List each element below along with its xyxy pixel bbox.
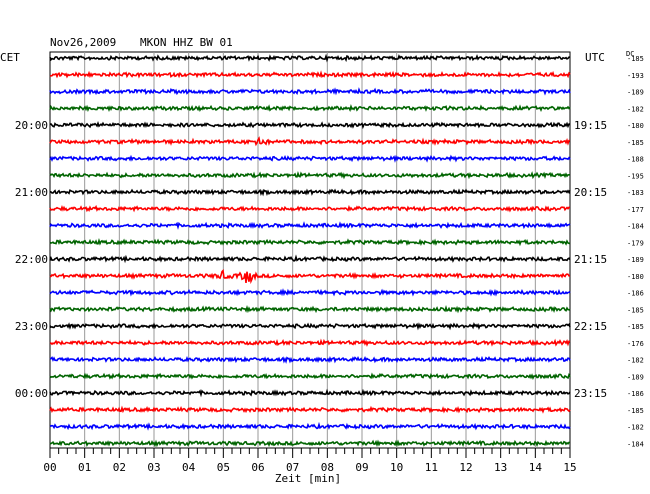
dc-offset-label: -184 <box>627 223 644 231</box>
date-label: Nov26,2009 <box>50 36 116 49</box>
left-timezone-label: CET <box>0 51 20 64</box>
trace-row-20 <box>49 388 571 398</box>
dc-offset-label: -179 <box>627 239 644 247</box>
dc-offset-label: -180 <box>627 122 644 130</box>
dc-offset-label: -185 <box>627 139 644 147</box>
right-time-label: 22:15 <box>574 320 607 333</box>
left-time-label: 21:00 <box>15 186 48 199</box>
x-tick-label: 07 <box>286 461 299 474</box>
dc-offset-label: -186 <box>627 290 644 298</box>
grid-lines <box>84 52 536 448</box>
trace-row-22 <box>49 421 571 431</box>
right-time-label: 21:15 <box>574 253 607 266</box>
trace-row-7 <box>49 170 570 180</box>
x-tick-label: 14 <box>529 461 543 474</box>
x-tick-label: 11 <box>425 461 438 474</box>
trace-row-0 <box>49 53 571 63</box>
left-time-label: 20:00 <box>15 119 48 132</box>
dc-offset-label: -176 <box>627 340 644 348</box>
trace-row-19 <box>49 372 571 381</box>
dc-offset-label: -185 <box>627 407 644 415</box>
right-time-labels: 19:15 20:15 21:15 22:15 23:15 <box>574 119 607 400</box>
x-tick-label: 09 <box>355 461 368 474</box>
right-time-label: 23:15 <box>574 387 607 400</box>
x-tick-label: 13 <box>494 461 507 474</box>
trace-row-11 <box>49 237 571 247</box>
right-time-label: 20:15 <box>574 186 607 199</box>
x-axis-title: Zeit [min] <box>275 472 341 485</box>
x-tick-label: 08 <box>321 461 334 474</box>
right-timezone-label: UTC <box>585 51 605 64</box>
trace-row-6 <box>49 154 571 163</box>
trace-row-10 <box>49 221 571 230</box>
trace-row-15 <box>49 304 571 314</box>
dc-offset-label: -183 <box>627 189 644 197</box>
dc-offset-label: -195 <box>627 172 644 180</box>
dc-offset-label: -182 <box>627 357 644 365</box>
x-tick-label: 02 <box>113 461 126 474</box>
dc-offset-label: -189 <box>627 89 644 97</box>
x-tick-label: 12 <box>459 461 472 474</box>
x-tick-label: 01 <box>78 461 91 474</box>
trace-row-17 <box>49 338 571 347</box>
dc-offset-label: -184 <box>627 440 644 448</box>
x-tick-label: 06 <box>251 461 264 474</box>
trace-row-12 <box>49 254 571 264</box>
trace-row-23 <box>49 439 570 448</box>
dc-offset-label: -185 <box>627 55 644 63</box>
trace-row-18 <box>49 355 571 364</box>
x-tick-label: 00 <box>43 461 56 474</box>
left-time-label: 00:00 <box>15 387 48 400</box>
trace-row-21 <box>49 405 571 414</box>
trace-row-1 <box>49 70 571 79</box>
dc-column-label: DC <box>626 50 634 58</box>
x-tick-label: 10 <box>390 461 403 474</box>
x-axis: 00 01 02 03 04 05 06 07 08 09 10 11 12 13 14 15 <box>43 448 577 474</box>
station-label: MKON HHZ BW 01 <box>140 36 233 49</box>
trace-row-14 <box>49 288 571 297</box>
dc-offset-label: -177 <box>627 206 644 214</box>
trace-row-16 <box>49 322 571 331</box>
left-time-labels: 20:00 21:00 22:00 23:00 00:00 <box>15 119 48 400</box>
trace-row-4 <box>49 120 570 130</box>
trace-row-5 <box>49 136 571 147</box>
trace-row-3 <box>49 104 571 113</box>
right-time-label: 19:15 <box>574 119 607 132</box>
dc-offset-label: -189 <box>627 256 644 264</box>
trace-row-13 <box>49 269 571 285</box>
x-tick-label: 04 <box>182 461 196 474</box>
dc-offset-labels: -185 -193 -189 -182 -180 -185 -188 -195 -183 -177… <box>627 55 644 448</box>
dc-offset-label: -189 <box>627 373 644 381</box>
dc-offset-label: -180 <box>627 273 644 281</box>
dc-offset-label: -182 <box>627 424 644 432</box>
dc-offset-label: -185 <box>627 306 644 314</box>
dc-offset-label: -193 <box>627 72 644 80</box>
x-tick-label: 15 <box>563 461 576 474</box>
dc-offset-label: -186 <box>627 390 644 398</box>
traces-group <box>49 53 571 448</box>
trace-row-8 <box>49 188 571 197</box>
dc-offset-label: -185 <box>627 323 644 331</box>
trace-row-2 <box>49 87 571 96</box>
dc-offset-label: -182 <box>627 105 644 113</box>
plot-frame <box>49 51 571 449</box>
left-time-label: 23:00 <box>15 320 48 333</box>
left-time-label: 22:00 <box>15 253 48 266</box>
trace-row-9 <box>49 204 571 213</box>
dc-offset-label: -188 <box>627 156 644 164</box>
x-tick-label: 03 <box>147 461 160 474</box>
x-tick-label: 05 <box>217 461 230 474</box>
